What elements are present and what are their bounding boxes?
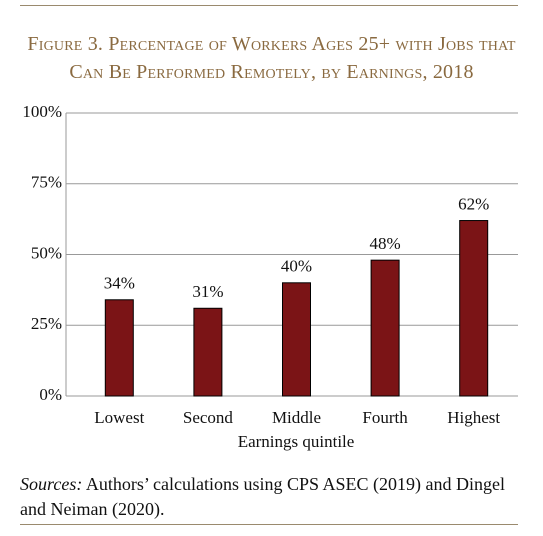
- x-tick-label: Lowest: [94, 408, 144, 427]
- bar: [459, 220, 489, 397]
- bar: [282, 282, 311, 397]
- y-tick-label: 50%: [31, 243, 62, 262]
- value-label: 40%: [281, 257, 312, 276]
- x-tick-label: Highest: [447, 408, 500, 427]
- value-label: 34%: [104, 274, 135, 293]
- bar: [193, 307, 223, 397]
- chart-title: Figure 3. Percentage of Workers Ages 25+…: [27, 33, 516, 83]
- bar: [370, 259, 400, 397]
- value-label: 62%: [458, 194, 489, 213]
- value-label: 48%: [370, 234, 401, 253]
- bottom-rule: [20, 524, 518, 525]
- top-rule: [20, 5, 518, 6]
- chart: Earnings quintile 0% 25% 50% 75% 100% Lowest 3…: [22, 102, 518, 451]
- bar: [104, 299, 134, 397]
- source-note: Sources: Authors’ calculations using CPS…: [20, 472, 520, 522]
- x-tick-label: Fourth: [362, 408, 408, 427]
- y-tick-label: 100%: [22, 102, 62, 121]
- x-axis-label: Earnings quintile: [238, 432, 355, 451]
- y-tick-label: 25%: [31, 314, 62, 333]
- source-text: Authors’ calculations using CPS ASEC (20…: [20, 474, 505, 519]
- source-label: Sources:: [20, 474, 83, 494]
- y-tick-label: 75%: [31, 173, 62, 192]
- x-tick-label: Middle: [272, 408, 321, 427]
- y-tick-label: 0%: [39, 385, 62, 404]
- x-tick-label: Second: [183, 408, 234, 427]
- value-label: 31%: [192, 282, 223, 301]
